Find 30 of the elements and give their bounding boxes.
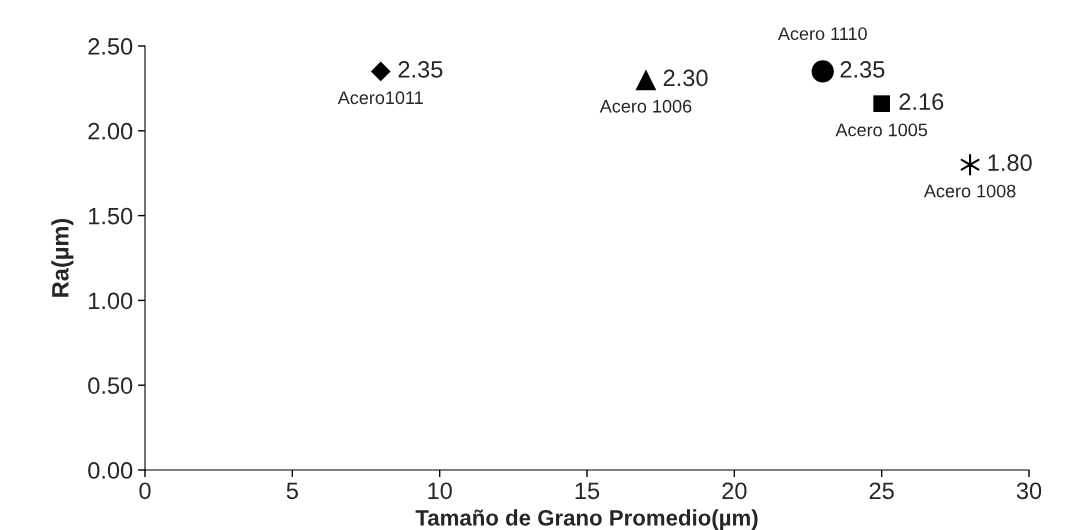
data-label: 1.80	[988, 154, 1032, 172]
data-label: 2.35	[398, 61, 443, 78]
x-tick-label: 20	[722, 482, 747, 500]
series-label: Acero 1110	[777, 27, 867, 41]
y-tick-label: 1.00	[89, 292, 133, 310]
y-tick-label: 0.50	[88, 377, 133, 394]
x-tick-label: 15	[575, 482, 600, 500]
y-axis-title: Ra(µm)	[51, 218, 74, 297]
point	[873, 95, 890, 112]
point	[960, 153, 980, 176]
point	[811, 60, 834, 83]
x-tick-label: 30	[1016, 482, 1042, 500]
y-tick-label: 2.50	[88, 38, 133, 55]
x-tick-label: 25	[869, 482, 894, 500]
series-label: Acero 1005	[835, 123, 928, 137]
point	[635, 69, 657, 91]
point	[370, 61, 391, 82]
series-label: Acero1011	[337, 91, 423, 105]
data-label: 2.30	[663, 69, 708, 87]
y-tick-label: 0.00	[88, 462, 133, 479]
x-tick-label: 5	[286, 482, 298, 500]
y-tick-label: 1.50	[89, 207, 133, 225]
x-tick-label: 10	[428, 482, 452, 500]
data-label: 2.35	[840, 61, 885, 78]
data-label: 2.16	[899, 93, 944, 110]
x-axis-title: Tamaño de Grano Promedio(µm)	[415, 509, 758, 530]
x-tick-label: 0	[139, 482, 151, 500]
y-tick-label: 2.00	[88, 122, 133, 140]
series-label: Acero 1006	[599, 99, 692, 113]
series-label: Acero 1008	[923, 184, 1016, 198]
